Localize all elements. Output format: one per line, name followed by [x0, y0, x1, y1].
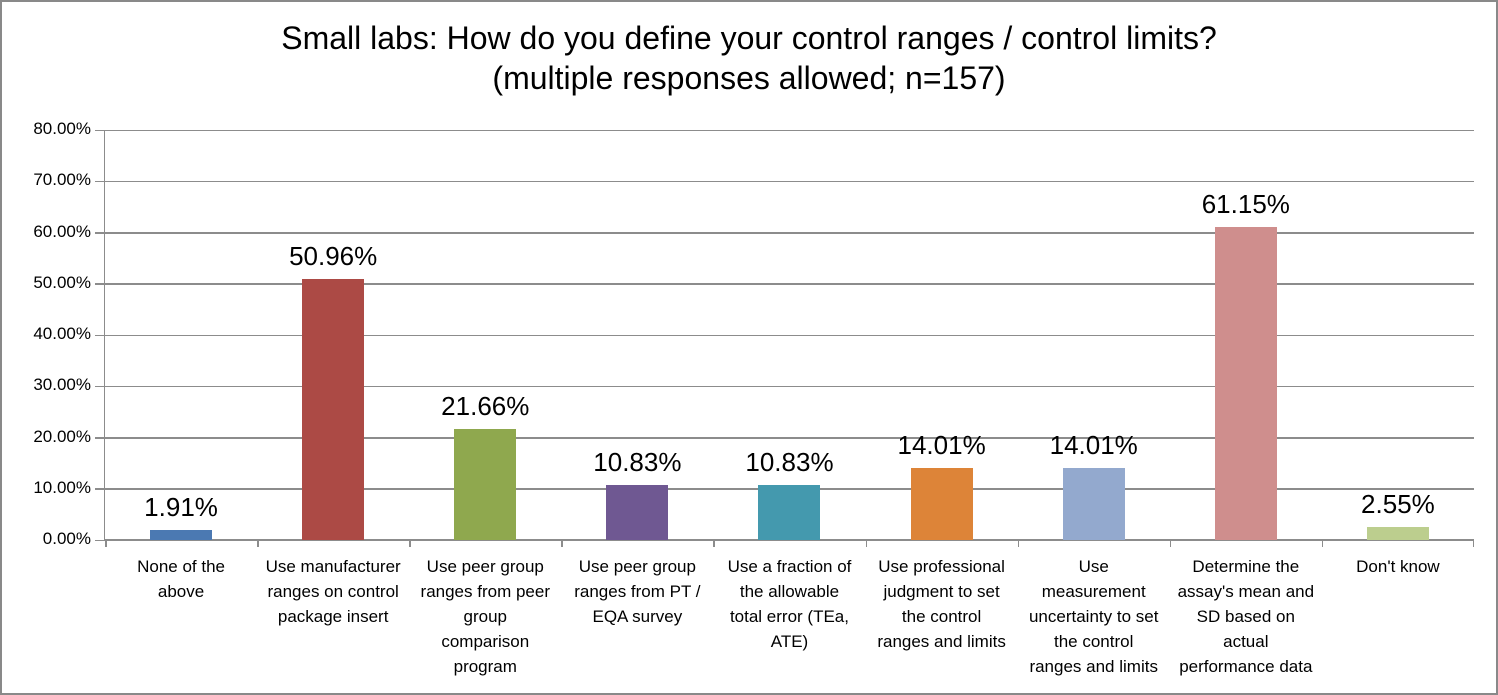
gridline	[105, 180, 1474, 183]
chart-title-line2: (multiple responses allowed; n=157)	[492, 60, 1006, 96]
bar-slot: 10.83%	[713, 130, 865, 540]
x-axis-category: Don't know	[1322, 554, 1474, 679]
bar	[758, 484, 821, 540]
y-axis-tick-label: 20.00%	[33, 426, 91, 446]
x-axis-category: Use manufacturer ranges on control packa…	[257, 554, 409, 679]
gridline	[105, 129, 1474, 131]
gridline	[105, 334, 1474, 336]
y-axis-tick	[95, 437, 105, 439]
bar	[1062, 468, 1125, 540]
y-axis-tick	[95, 488, 105, 490]
y-axis-tick	[95, 385, 105, 388]
bar	[302, 278, 365, 540]
bar	[606, 484, 669, 540]
bar-slot: 61.15%	[1170, 130, 1322, 540]
gridline	[105, 283, 1474, 285]
bar-value-label: 10.83%	[745, 446, 834, 477]
bar-value-label: 2.55%	[1361, 488, 1435, 519]
bar-value-label: 61.15%	[1201, 188, 1290, 219]
bar	[150, 530, 213, 540]
y-axis-tick-label: 50.00%	[33, 272, 91, 292]
x-axis-tick	[713, 540, 715, 547]
x-axis-category-label: Use measurement uncertainty to set the c…	[1028, 557, 1159, 676]
x-axis-category: Use peer group ranges from peer group co…	[409, 554, 561, 679]
x-axis-category-label: Use a fraction of the allowable total er…	[727, 557, 852, 651]
bar-value-label: 14.01%	[1049, 430, 1138, 461]
x-axis-category-label: Don't know	[1356, 557, 1440, 576]
bar-value-label: 10.83%	[593, 446, 682, 477]
x-axis-category-label: Determine the assay's mean and SD based …	[1177, 557, 1315, 676]
y-axis-tick-label: 70.00%	[33, 170, 91, 190]
bar-slot: 50.96%	[257, 130, 409, 540]
x-axis-tick	[561, 540, 563, 547]
x-axis-category: Determine the assay's mean and SD based …	[1170, 554, 1322, 679]
bar-value-label: 50.96%	[289, 240, 378, 271]
bar-slot: 10.83%	[561, 130, 713, 540]
x-axis-tick	[1017, 540, 1020, 547]
bar-slot: 14.01%	[866, 130, 1018, 540]
bar-slot: 1.91%	[105, 130, 257, 540]
x-axis-category-label: Use peer group ranges from peer group co…	[420, 557, 550, 676]
gridline	[105, 385, 1474, 388]
bar	[1366, 526, 1429, 540]
x-axis-tick	[105, 540, 107, 547]
chart-title-line1: Small labs: How do you define your contr…	[281, 20, 1217, 56]
y-axis-tick-label: 30.00%	[33, 375, 91, 395]
x-axis-category: Use professional judgment to set the con…	[866, 554, 1018, 679]
gridline	[105, 437, 1474, 439]
x-axis-labels: None of the above Use manufacturer ranges…	[105, 554, 1474, 679]
y-axis-tick-label: 40.00%	[33, 324, 91, 343]
x-axis-line	[105, 539, 1474, 541]
y-axis-tick-label: 80.00%	[33, 119, 91, 138]
x-axis-tick	[1472, 540, 1474, 547]
plot-area: 0.00% 10.00% 20.00% 30.00% 40.00% 50.00% 60.00…	[33, 119, 1474, 548]
y-axis-tick	[95, 129, 105, 131]
bar-slot: 21.66%	[409, 130, 561, 540]
bar-value-label: 1.91%	[144, 492, 218, 523]
x-axis-category-label: Use peer group ranges from PT / EQA surv…	[574, 557, 701, 626]
x-axis-tick	[409, 540, 411, 547]
y-axis-tick	[95, 283, 105, 285]
gridline	[105, 232, 1474, 234]
bar-value-label: 21.66%	[441, 391, 530, 421]
y-axis-tick	[95, 180, 105, 183]
x-axis-category: Use measurement uncertainty to set the c…	[1018, 554, 1170, 679]
x-axis-category: Use peer group ranges from PT / EQA surv…	[561, 554, 713, 679]
x-axis-category-label: Use manufacturer ranges on control packa…	[265, 557, 401, 626]
y-axis-tick	[95, 232, 105, 234]
x-axis-category-label: Use professional judgment to set the con…	[877, 557, 1006, 651]
x-axis-category-label: None of the above	[137, 557, 225, 601]
x-axis-tick	[257, 540, 259, 547]
y-axis-tick	[95, 539, 105, 541]
chart-title: Small labs: How do you define your contr…	[2, 18, 1496, 98]
bar	[454, 429, 517, 540]
bar-slot: 2.55%	[1322, 130, 1474, 540]
x-axis-tick	[1169, 540, 1172, 547]
x-axis-category: None of the above	[105, 554, 257, 679]
bar-slot: 14.01%	[1018, 130, 1170, 540]
y-axis-tick	[95, 334, 105, 336]
x-axis-tick	[1321, 540, 1324, 547]
bar-value-label: 14.01%	[897, 430, 986, 461]
bar	[910, 468, 973, 540]
y-axis-tick-label: 10.00%	[33, 477, 91, 497]
y-axis-tick-label: 60.00%	[33, 221, 91, 241]
bar	[1214, 226, 1277, 540]
y-axis-tick-label: 0.00%	[42, 529, 91, 548]
x-axis-category: Use a fraction of the allowable total er…	[713, 554, 865, 679]
x-axis-tick	[865, 540, 868, 547]
